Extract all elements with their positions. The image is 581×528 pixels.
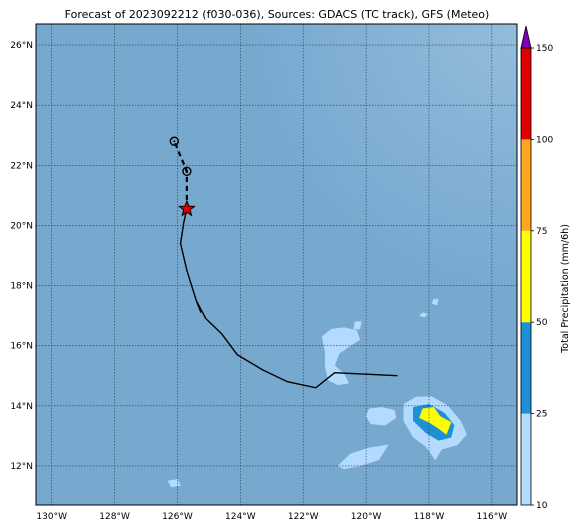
- longitude-ticks: 130°W 128°W 126°W 124°W 122°W 120°W 118°W 116°W: [36, 512, 507, 522]
- precip-area-light: [419, 312, 428, 318]
- colorbar-tick-label: 25: [536, 410, 547, 420]
- current-position-star-icon: [177, 199, 196, 217]
- precipitation-layer: [167, 298, 467, 488]
- precip-area-light: [431, 298, 439, 306]
- longitude-tick-label: 118°W: [414, 512, 445, 522]
- precip-area-heavy: [419, 407, 452, 435]
- longitude-tick-label: 120°W: [351, 512, 382, 522]
- latitude-tick-label: 18°N: [10, 282, 33, 292]
- colorbar-segment: [521, 139, 531, 231]
- longitude-tick-label: 126°W: [162, 512, 193, 522]
- colorbar-tick-label: 50: [536, 318, 548, 328]
- graticule: [36, 24, 517, 505]
- precip-area-light: [321, 327, 361, 386]
- track-loop-segment: [195, 300, 202, 313]
- forecast-position-dot: [185, 170, 188, 173]
- forecast-position-marker: [169, 136, 180, 146]
- colorbar-tick-label: 150: [536, 44, 553, 54]
- latitude-tick-label: 24°N: [10, 101, 33, 111]
- map-title: Forecast of 2023092212 (f030-036), Sourc…: [64, 8, 490, 21]
- colorbar-frame: [520, 47, 532, 506]
- colorbar: 10 25 50 75 100 150 Total Precipitation (mm/6h…: [520, 25, 571, 511]
- colorbar-tick-label: 100: [536, 135, 553, 145]
- latitude-tick-label: 16°N: [10, 342, 33, 352]
- colorbar-tick-label: 10: [536, 501, 548, 511]
- latitude-tick-label: 22°N: [10, 161, 33, 171]
- colorbar-segment: [521, 230, 531, 323]
- colorbar-segment: [521, 413, 531, 505]
- precip-area-light: [365, 407, 397, 426]
- forecast-position-dot: [173, 140, 176, 143]
- longitude-tick-label: 130°W: [36, 512, 67, 522]
- latitude-tick-label: 20°N: [10, 221, 33, 231]
- colorbar-extend-arrow: [520, 25, 532, 49]
- observed-track-line: [179, 208, 398, 389]
- forecast-position-marker: [182, 166, 192, 177]
- latitude-tick-label: 14°N: [10, 402, 33, 412]
- longitude-tick-label: 122°W: [288, 512, 319, 522]
- longitude-tick-label: 124°W: [225, 512, 256, 522]
- colorbar-segment: [521, 322, 531, 414]
- precip-area-light: [337, 444, 389, 470]
- latitude-tick-label: 26°N: [10, 41, 33, 51]
- colorbar-label: Total Precipitation (mm/6h): [560, 224, 571, 354]
- latitude-ticks: 12°N 14°N 16°N 18°N 20°N 22°N 24°N 26°N: [10, 41, 33, 472]
- longitude-tick-label: 116°W: [477, 512, 508, 522]
- cyclone-track-layer: [169, 136, 398, 389]
- colorbar-segment: [521, 48, 531, 140]
- map-frame: [35, 23, 518, 506]
- colorbar-tick-label: 75: [536, 227, 547, 237]
- precip-area-light: [353, 321, 362, 330]
- longitude-tick-label: 128°W: [99, 512, 130, 522]
- latitude-tick-label: 12°N: [10, 462, 33, 472]
